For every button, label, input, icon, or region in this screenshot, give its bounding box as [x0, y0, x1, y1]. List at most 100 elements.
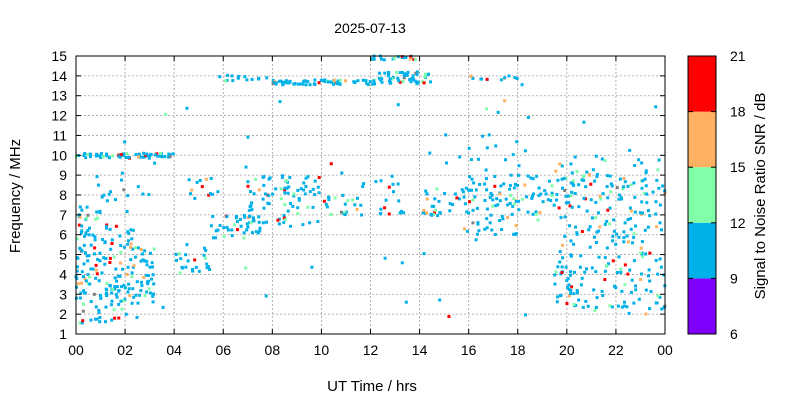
- data-point: [258, 226, 262, 230]
- data-point: [204, 177, 208, 181]
- data-point: [398, 80, 402, 84]
- x-tick-label: 18: [510, 342, 526, 358]
- data-point: [508, 187, 512, 191]
- data-point: [150, 261, 154, 265]
- data-point: [622, 230, 626, 234]
- data-point: [83, 291, 87, 295]
- data-point: [585, 267, 588, 271]
- data-point: [617, 235, 621, 239]
- data-point: [625, 234, 629, 238]
- data-point: [139, 248, 143, 251]
- data-point: [574, 225, 578, 229]
- data-point: [151, 300, 155, 304]
- data-point: [174, 252, 178, 256]
- data-point: [582, 174, 586, 178]
- data-point: [209, 177, 213, 180]
- data-point: [425, 197, 429, 201]
- data-point: [517, 208, 521, 212]
- data-point: [145, 290, 149, 294]
- x-tick-label: 04: [166, 342, 182, 358]
- data-point: [84, 156, 88, 160]
- data-point: [392, 190, 395, 194]
- data-point: [438, 211, 442, 215]
- data-point: [119, 153, 123, 157]
- x-tick-label: 06: [215, 342, 231, 358]
- data-point: [626, 184, 630, 188]
- data-point: [115, 285, 119, 289]
- data-point: [148, 265, 152, 269]
- data-point: [151, 273, 155, 277]
- data-point: [230, 228, 234, 232]
- data-point: [333, 196, 337, 200]
- data-point: [622, 236, 626, 240]
- data-point: [94, 154, 98, 158]
- data-point: [569, 194, 573, 198]
- data-point: [301, 82, 305, 86]
- data-point: [627, 311, 631, 315]
- data-point: [503, 99, 507, 103]
- data-point: [97, 183, 100, 187]
- data-point: [572, 303, 576, 306]
- data-point: [632, 181, 636, 185]
- data-point: [595, 175, 599, 179]
- data-point: [87, 254, 91, 258]
- data-point: [94, 276, 98, 280]
- data-point: [211, 215, 215, 218]
- data-point: [606, 174, 609, 178]
- data-point: [612, 229, 616, 233]
- data-point: [332, 82, 335, 86]
- data-point: [413, 79, 417, 83]
- data-point: [252, 192, 256, 196]
- data-point: [108, 256, 112, 260]
- data-point: [189, 192, 192, 196]
- data-point: [356, 196, 359, 200]
- data-point: [351, 198, 354, 202]
- data-point: [237, 74, 241, 78]
- data-point: [105, 294, 108, 297]
- data-point: [261, 175, 265, 179]
- data-point: [594, 216, 598, 220]
- data-point: [579, 283, 583, 287]
- colorbar-band: [688, 111, 716, 168]
- data-point: [317, 81, 321, 85]
- y-tick-label: 14: [51, 68, 67, 84]
- data-point: [82, 289, 86, 293]
- data-point: [499, 78, 503, 82]
- data-point: [550, 191, 554, 195]
- data-point: [623, 221, 627, 225]
- data-point: [463, 227, 466, 231]
- data-point: [152, 282, 156, 286]
- data-point: [204, 248, 208, 252]
- data-point: [654, 200, 658, 204]
- data-point: [125, 273, 129, 276]
- data-point: [78, 205, 82, 209]
- data-point: [640, 200, 644, 204]
- data-point: [149, 291, 152, 295]
- data-point: [243, 75, 247, 79]
- data-point: [316, 185, 320, 189]
- data-point: [118, 155, 122, 159]
- data-point: [619, 196, 623, 200]
- data-point: [523, 149, 527, 153]
- data-point: [593, 308, 597, 312]
- data-point: [137, 155, 141, 159]
- data-point: [412, 57, 416, 61]
- data-point: [448, 202, 452, 206]
- data-point: [423, 72, 427, 76]
- data-point: [640, 161, 644, 165]
- data-point: [539, 192, 543, 196]
- data-point: [118, 234, 122, 238]
- data-point: [644, 288, 648, 292]
- data-point: [588, 225, 592, 229]
- data-point: [601, 192, 605, 196]
- data-point: [577, 183, 581, 187]
- data-point: [200, 185, 204, 189]
- data-point: [567, 288, 571, 291]
- data-point: [550, 194, 554, 198]
- data-point: [283, 203, 287, 207]
- data-point: [297, 82, 300, 86]
- data-point: [230, 234, 234, 238]
- data-point: [101, 238, 105, 241]
- data-point: [98, 251, 102, 255]
- data-point: [530, 196, 534, 200]
